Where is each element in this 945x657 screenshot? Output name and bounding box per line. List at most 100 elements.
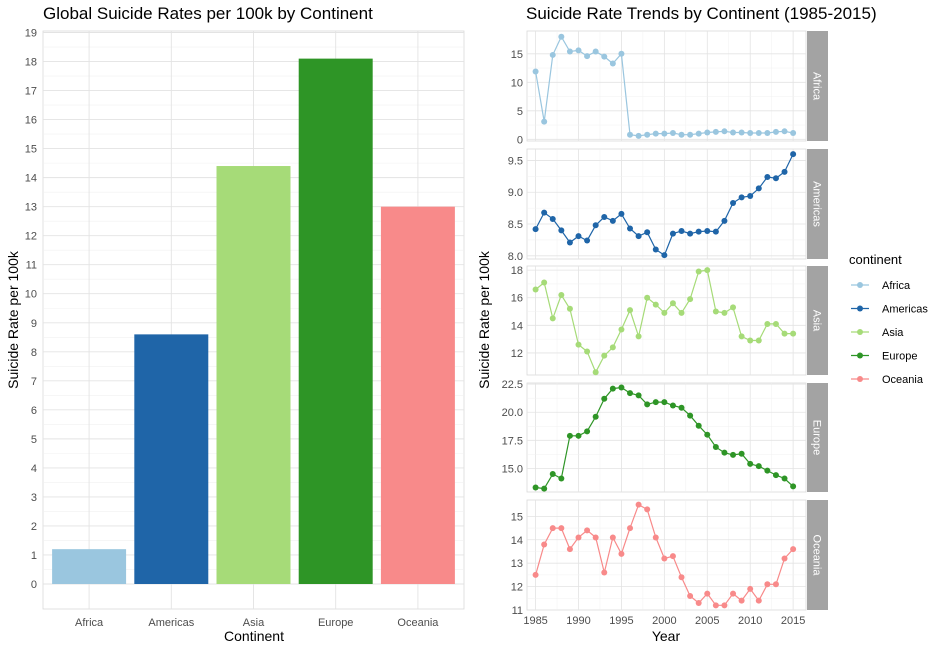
point-oceania bbox=[549, 525, 556, 532]
point-americas bbox=[627, 225, 634, 232]
facet-y-tick-label: 5 bbox=[517, 106, 523, 118]
point-americas bbox=[747, 193, 754, 200]
point-africa bbox=[635, 132, 642, 139]
point-africa bbox=[661, 130, 668, 137]
legend-item-asia: Asia bbox=[851, 327, 904, 339]
point-americas bbox=[549, 215, 556, 222]
bar-y-tick-label: 7 bbox=[31, 376, 37, 388]
point-americas bbox=[695, 228, 702, 235]
line-y-axis-title: Suicide Rate per 100k bbox=[476, 250, 492, 389]
facet-strip-label: Americas bbox=[811, 181, 823, 227]
point-europe bbox=[575, 432, 582, 439]
point-africa bbox=[704, 129, 711, 136]
point-oceania bbox=[618, 550, 625, 557]
legend-item-americas: Americas bbox=[851, 304, 928, 316]
facet-y-tick-label: 20.0 bbox=[502, 407, 523, 419]
point-africa bbox=[575, 47, 582, 54]
point-europe bbox=[558, 475, 565, 482]
facet-y-tick-label: 12 bbox=[511, 582, 523, 594]
point-americas bbox=[532, 226, 539, 233]
bar-y-tick-label: 4 bbox=[31, 463, 37, 475]
legend-label: Oceania bbox=[882, 374, 924, 386]
facet-y-tick-label: 15.0 bbox=[502, 463, 523, 475]
point-asia bbox=[635, 333, 642, 340]
point-americas bbox=[635, 233, 642, 240]
facet-strip bbox=[807, 383, 828, 492]
point-europe bbox=[627, 390, 634, 397]
point-asia bbox=[652, 301, 659, 308]
point-oceania bbox=[566, 546, 573, 553]
point-europe bbox=[618, 384, 625, 391]
point-africa bbox=[566, 48, 573, 55]
legend-item-oceania: Oceania bbox=[851, 374, 924, 386]
facet-panels: 0 5 10 15 Africa 8.0 8.5 9.0 9.5 Americas 12 14 16 18… bbox=[502, 30, 828, 617]
point-asia bbox=[584, 348, 591, 355]
facet-strip bbox=[807, 266, 828, 375]
point-americas bbox=[575, 233, 582, 240]
legend-point-key bbox=[857, 329, 863, 335]
point-africa bbox=[747, 130, 754, 137]
point-americas bbox=[609, 217, 616, 224]
facet-panel-bg bbox=[526, 499, 807, 611]
bar-y-axis-title: Suicide Rate per 100k bbox=[5, 250, 21, 389]
point-europe bbox=[644, 401, 651, 408]
point-oceania bbox=[738, 597, 745, 604]
point-asia bbox=[627, 307, 634, 314]
point-oceania bbox=[584, 527, 591, 534]
bar-x-axis-title: Continent bbox=[224, 628, 284, 644]
point-asia bbox=[558, 291, 565, 298]
point-asia bbox=[704, 267, 711, 274]
point-europe bbox=[730, 451, 737, 458]
bar-y-tick-label: 1 bbox=[31, 550, 37, 562]
point-asia bbox=[747, 337, 754, 344]
line-x-tick-label: 2010 bbox=[738, 615, 762, 627]
facet-y-tick-label: 22.5 bbox=[502, 379, 523, 391]
point-asia bbox=[712, 308, 719, 315]
point-asia bbox=[618, 326, 625, 333]
point-europe bbox=[584, 428, 591, 435]
point-oceania bbox=[644, 506, 651, 513]
point-asia bbox=[695, 268, 702, 275]
line-chart: Suicide Rate Trends by Continent (1985-2… bbox=[476, 4, 877, 644]
point-oceania bbox=[558, 525, 565, 532]
line-x-tick-label: 2015 bbox=[781, 615, 805, 627]
point-africa bbox=[627, 131, 634, 138]
point-africa bbox=[764, 130, 771, 137]
legend-point-key bbox=[857, 376, 863, 382]
line-x-tick-labels: 1985 1990 1995 2000 2005 2010 2015 bbox=[523, 615, 805, 627]
line-x-tick-label: 1995 bbox=[609, 615, 633, 627]
point-americas bbox=[712, 228, 719, 235]
bar-chart-title: Global Suicide Rates per 100k by Contine… bbox=[43, 4, 373, 23]
point-americas bbox=[730, 200, 737, 207]
facet-strip-label: Europe bbox=[811, 420, 823, 455]
facet-panel-bg bbox=[526, 148, 807, 260]
point-americas bbox=[790, 151, 797, 158]
point-europe bbox=[704, 431, 711, 438]
point-europe bbox=[661, 399, 668, 406]
line-x-tick-label: 1990 bbox=[566, 615, 590, 627]
point-europe bbox=[790, 483, 797, 490]
point-asia bbox=[541, 279, 548, 286]
point-oceania bbox=[687, 592, 694, 599]
point-africa bbox=[652, 130, 659, 137]
legend-point-key bbox=[857, 305, 863, 312]
bar-y-tick-label: 6 bbox=[31, 405, 37, 417]
bar-y-tick-label: 19 bbox=[25, 28, 37, 40]
point-africa bbox=[618, 50, 625, 57]
point-asia bbox=[609, 344, 616, 351]
point-asia bbox=[575, 341, 582, 348]
point-asia bbox=[669, 300, 676, 307]
point-europe bbox=[541, 485, 548, 492]
bar-y-tick-label: 5 bbox=[31, 434, 37, 446]
point-asia bbox=[790, 330, 797, 337]
point-americas bbox=[566, 239, 573, 246]
point-americas bbox=[592, 222, 599, 229]
point-africa bbox=[781, 128, 788, 135]
facet-y-tick-label: 8.5 bbox=[508, 219, 523, 231]
point-asia bbox=[532, 286, 539, 293]
bar-y-tick-label: 9 bbox=[31, 318, 37, 330]
bar-x-tick-label: Oceania bbox=[397, 617, 439, 629]
